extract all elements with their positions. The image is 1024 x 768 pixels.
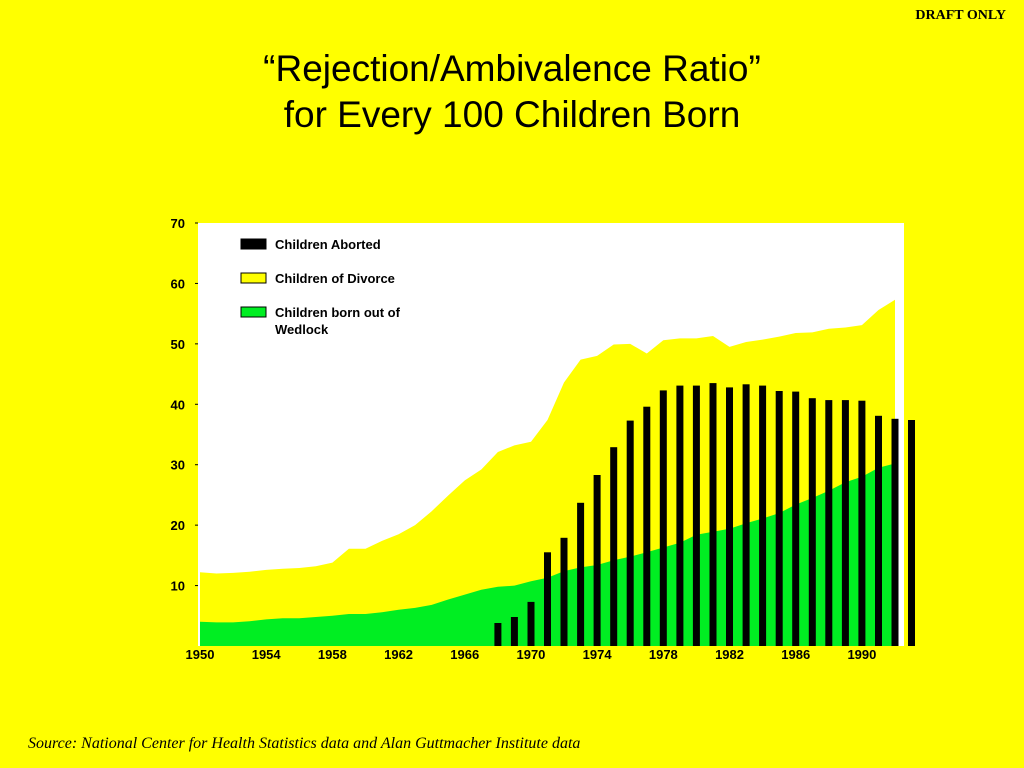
aborted-bar [560,537,568,646]
aborted-bar [544,552,551,646]
aborted-bar [792,391,800,646]
wedlock-area [200,463,895,646]
page-title: “Rejection/Ambivalence Ratio” for Every … [0,46,1024,138]
title-line-2: for Every 100 Children Born [283,94,741,135]
legend-wedlock-label: Children born out of Wedlock [275,305,401,337]
x-tick-label: 1954 [252,647,282,662]
legend-wedlock-swatch [240,306,267,318]
x-tick-label: 1950 [186,647,215,662]
aborted-bar [759,385,767,646]
x-tick-label: 1982 [715,647,744,662]
aborted-bar [858,400,866,646]
aborted-bar [510,617,518,646]
aborted-bar [908,420,915,646]
aborted-bar [891,418,899,646]
aborted-bar [626,420,634,646]
legend-aborted-swatch [240,238,267,250]
aborted-bar [676,385,684,646]
aborted-bar [494,623,502,646]
legend-aborted-label: Children Aborted [275,237,381,252]
aborted-bar [825,400,833,646]
aborted-bar [527,601,535,646]
title-line-1: “Rejection/Ambivalence Ratio” [263,48,761,89]
y-tick-label: 40 [171,397,185,412]
aborted-bar [742,384,750,646]
aborted-bar [692,385,700,646]
aborted-bar [610,447,618,646]
aborted-bar [875,415,882,646]
draft-label: DRAFT ONLY [915,8,1006,23]
x-tick-label: 1974 [583,647,613,662]
y-tick-label: 20 [171,518,185,533]
aborted-bar [593,475,601,646]
x-tick-label: 1990 [847,647,876,662]
legend-divorce-label: Children of Divorce [275,271,395,286]
source-note: Source: National Center for Health Stati… [28,735,581,752]
aborted-bar [808,398,816,646]
aborted-bar [775,391,783,646]
y-tick-label: 50 [171,337,185,352]
x-tick-label: 1970 [516,647,545,662]
x-tick-label: 1966 [450,647,479,662]
aborted-bar [709,383,717,646]
aborted-bar [659,390,667,646]
aborted-bar [577,502,585,646]
y-tick-label: 60 [171,276,185,291]
y-tick-label: 10 [171,579,185,594]
x-tick-label: 1978 [649,647,678,662]
y-tick-label: 70 [171,216,185,231]
y-tick-label: 30 [171,458,185,473]
aborted-bar [841,400,849,646]
aborted-bar [726,387,733,646]
aborted-bar [643,406,651,646]
x-tick-label: 1962 [384,647,413,662]
legend-divorce-swatch [240,272,267,284]
x-tick-label: 1986 [781,647,810,662]
x-tick-label: 1958 [318,647,347,662]
